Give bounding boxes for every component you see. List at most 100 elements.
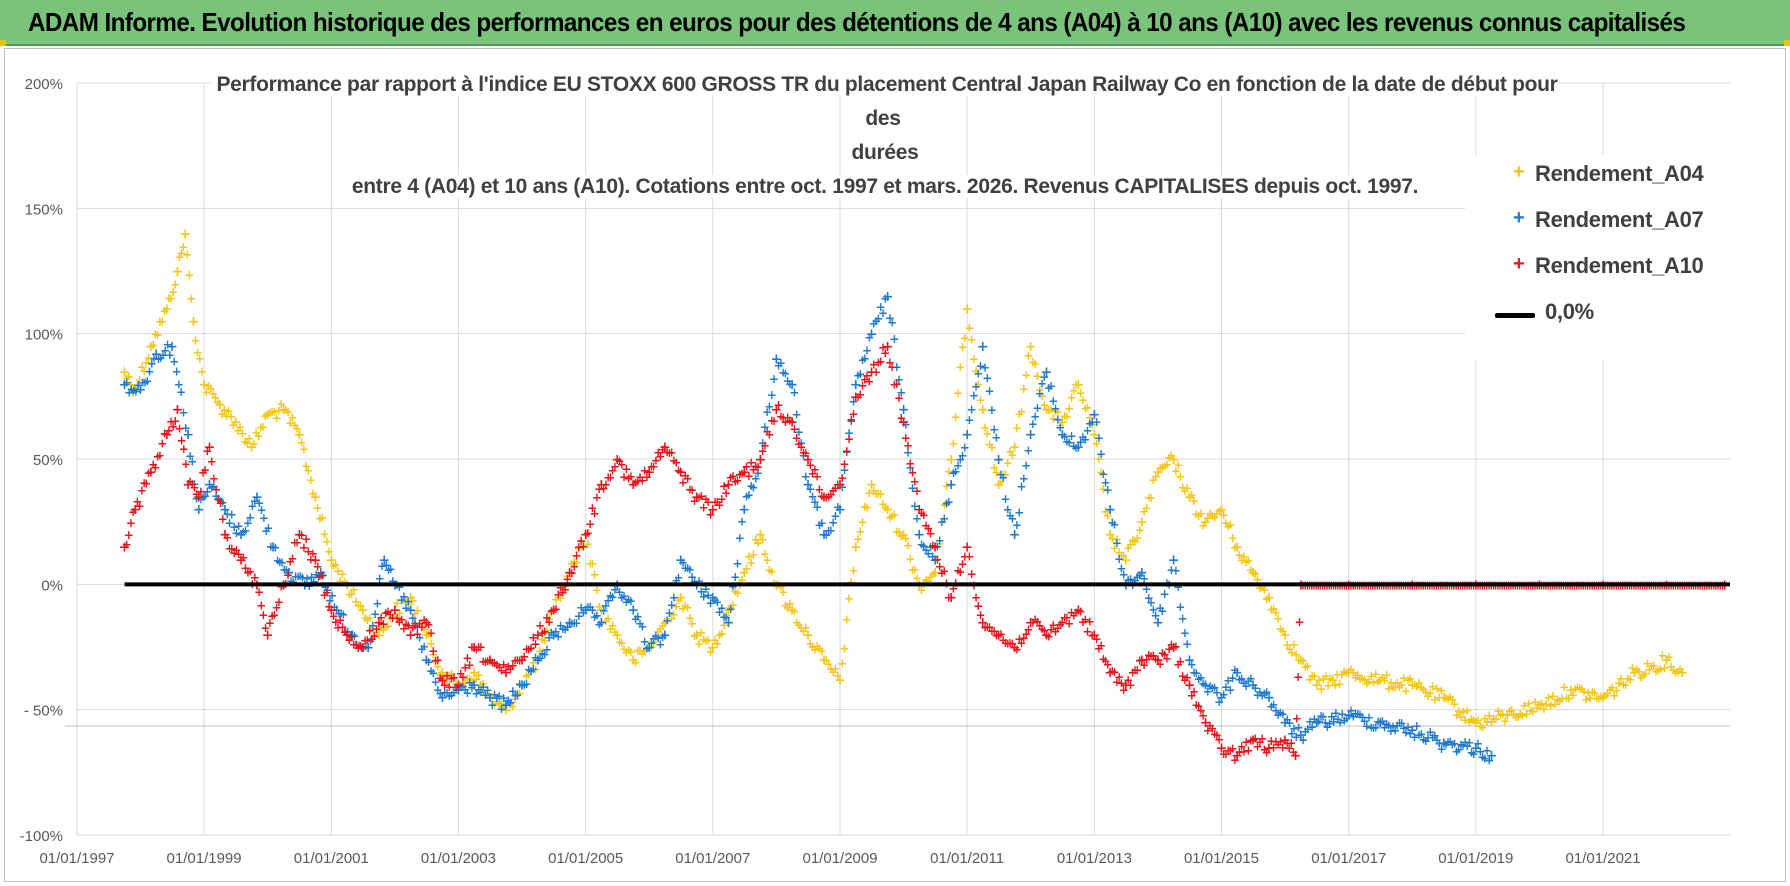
data-point: +: [1419, 683, 1429, 697]
data-point: +: [1645, 663, 1655, 677]
data-point: +: [617, 457, 627, 471]
data-point: +: [1501, 708, 1513, 724]
data-point: +: [1123, 673, 1133, 687]
data-point: +: [1221, 747, 1231, 761]
data-point: +: [1266, 700, 1276, 714]
data-point: +: [1205, 506, 1215, 520]
data-point: +: [451, 680, 461, 694]
data-point: +: [1498, 707, 1508, 721]
data-point: +: [437, 690, 449, 706]
data-point: +: [344, 588, 354, 602]
data-point: +: [778, 585, 788, 599]
data-point: +: [1080, 402, 1090, 416]
data-point: +: [1359, 673, 1369, 687]
data-point: +: [1023, 443, 1033, 457]
data-point: +: [1130, 663, 1140, 677]
data-point: +: [1405, 671, 1415, 685]
data-point: +: [340, 575, 350, 589]
data-point: +: [1155, 601, 1165, 615]
data-point: +: [131, 385, 141, 399]
data-point: +: [1037, 622, 1047, 636]
data-point: +: [249, 437, 259, 451]
data-point: +: [367, 632, 377, 646]
data-point: +: [128, 386, 138, 400]
data-point: +: [510, 692, 520, 706]
data-point: +: [1007, 511, 1017, 525]
data-point: +: [417, 642, 427, 656]
data-point: +: [521, 677, 531, 691]
data-point: +: [1182, 671, 1192, 685]
data-point: +: [1247, 733, 1259, 749]
data-point: +: [1292, 711, 1302, 725]
data-point: +: [474, 683, 484, 697]
data-point: +: [1259, 743, 1269, 757]
data-point: +: [442, 675, 452, 689]
chart-title-line-2: durées: [847, 141, 923, 164]
data-point: +: [1069, 609, 1079, 623]
data-point: +: [1416, 727, 1426, 741]
data-point: +: [145, 465, 157, 481]
data-point: +: [209, 479, 219, 493]
data-point: +: [812, 469, 822, 483]
data-point: +: [1561, 691, 1571, 705]
data-point: +: [1278, 624, 1288, 638]
data-point: +: [683, 471, 693, 485]
data-point: +: [1157, 604, 1167, 618]
data-point: +: [1151, 469, 1161, 483]
data-point: +: [1098, 467, 1108, 481]
data-point: +: [1507, 703, 1517, 717]
data-point: +: [1285, 642, 1295, 656]
data-point: +: [142, 374, 152, 388]
data-point: +: [311, 568, 321, 582]
data-point: +: [926, 527, 936, 541]
data-point: +: [1348, 666, 1358, 680]
data-point: +: [468, 640, 480, 656]
data-point: +: [1307, 720, 1317, 734]
data-point: +: [122, 538, 132, 552]
data-point: +: [926, 540, 936, 554]
data-point: +: [426, 626, 436, 640]
data-point: +: [415, 616, 425, 630]
data-point: +: [985, 384, 995, 398]
data-point: +: [1432, 733, 1442, 747]
data-point: +: [683, 601, 693, 615]
data-point: +: [238, 550, 248, 564]
data-point: +: [1343, 665, 1355, 681]
data-point: +: [572, 549, 582, 563]
data-point: +: [506, 662, 516, 676]
data-point: +: [1135, 568, 1145, 582]
y-tick-label: 150%: [25, 201, 63, 218]
data-point: +: [642, 470, 652, 484]
data-point: +: [468, 665, 480, 681]
data-point: +: [153, 328, 163, 342]
data-point: +: [471, 642, 481, 656]
data-point: +: [1171, 639, 1181, 653]
data-point: +: [193, 345, 203, 359]
data-point: +: [313, 570, 323, 584]
data-point: +: [882, 289, 894, 305]
data-point: +: [608, 590, 618, 604]
data-point: +: [198, 377, 210, 393]
data-point: +: [1504, 704, 1514, 718]
data-point: +: [431, 655, 441, 669]
data-point: +: [368, 618, 378, 632]
data-point: +: [1012, 642, 1022, 656]
data-point: +: [230, 414, 242, 430]
data-point: +: [818, 653, 830, 669]
data-point: +: [578, 606, 588, 620]
data-point: +: [385, 612, 395, 626]
data-point: +: [973, 366, 983, 380]
data-point: +: [1534, 698, 1546, 714]
data-point: +: [1469, 747, 1479, 761]
data-point: +: [651, 629, 661, 643]
data-point: +: [567, 556, 577, 570]
data-point: +: [833, 668, 843, 682]
data-point: +: [1462, 739, 1472, 753]
data-point: +: [290, 536, 300, 550]
data-point: +: [258, 420, 268, 434]
data-point: +: [519, 650, 529, 664]
data-point: +: [335, 574, 345, 588]
data-point: +: [691, 490, 703, 506]
data-point: +: [1230, 753, 1240, 767]
